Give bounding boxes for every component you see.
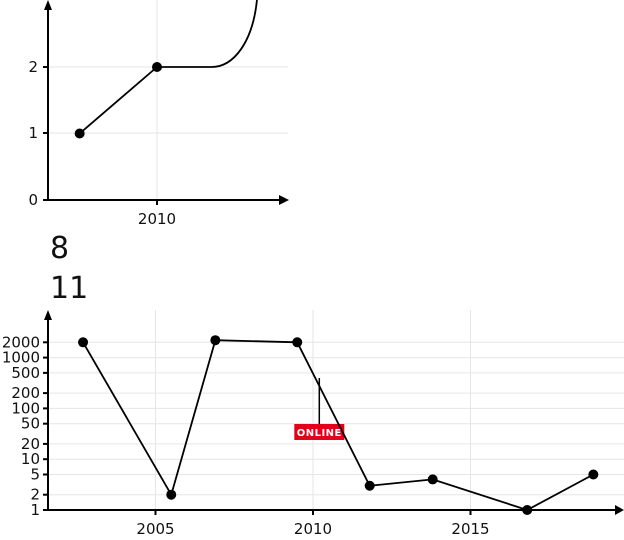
y-tick-label: 2 [30,486,40,504]
series-line [82,339,594,511]
series-line [79,66,158,135]
x-tick-label: 2005 [136,520,174,538]
x-axis-arrow [279,195,289,205]
y-tick-label: 2000 [2,333,40,351]
series-curve [157,0,258,68]
y-tick-label: 10 [21,450,40,468]
y-tick-label: 0 [28,191,38,209]
x-tick-label: 2010 [138,210,176,228]
y-tick-label: 1 [28,124,38,142]
x-ticks: 2005 2010 2015 [136,510,490,538]
counter-value: 11 [50,271,88,306]
x-tick-label: 2010 [294,520,332,538]
data-point [74,128,85,139]
y-tick-label: 20 [21,435,40,453]
data-point [522,505,533,515]
data-point [78,337,89,348]
grid [48,310,624,510]
data-point [427,474,438,485]
data-point [292,337,303,348]
y-tick-label: 1000 [2,349,40,367]
y-axis-arrow [44,310,52,320]
data-point [588,469,599,480]
annotation-badge [294,424,345,440]
data-point [210,335,221,346]
data-point [152,62,162,72]
y-tick-label: 100 [11,399,40,417]
x-axis-arrow [615,505,624,515]
data-point [166,489,177,500]
annotation-label: ONLINE [297,428,342,439]
y-axis-arrow [44,0,52,10]
top-chart: 2 1 0 2010 [28,0,289,228]
data-points [78,335,599,515]
data-point [364,480,375,491]
y-tick-label: 500 [11,364,40,382]
counter-value: 8 [50,231,69,266]
data-points [74,62,162,139]
y-tick-label: 1 [30,501,40,519]
y-tick-label: 5 [30,465,40,483]
x-tick-label: 2015 [451,520,489,538]
y-tick-label: 2 [28,58,38,76]
y-tick-label: 200 [11,384,40,402]
y-tick-label: 50 [21,415,40,433]
